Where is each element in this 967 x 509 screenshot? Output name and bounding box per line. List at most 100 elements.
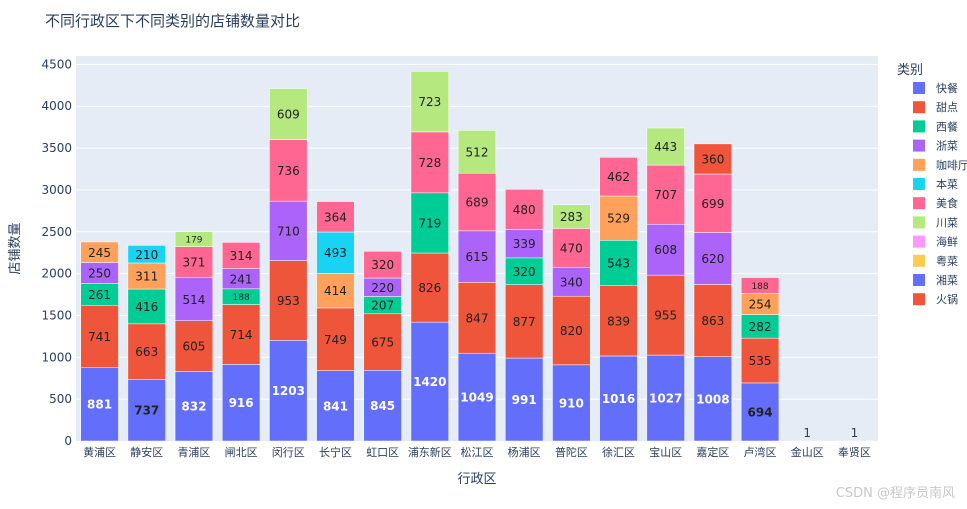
data-label: 320	[513, 265, 536, 279]
legend-label: 西餐	[936, 119, 958, 133]
legend-label: 本菜	[936, 177, 958, 191]
bar-segment	[693, 284, 733, 357]
bar-segment	[363, 370, 402, 442]
data-label: 841	[323, 399, 348, 413]
bar-segment	[505, 189, 544, 230]
bar-segment	[127, 288, 166, 325]
bar-segment	[127, 262, 166, 290]
data-label: 416	[135, 300, 158, 314]
data-label: 339	[513, 237, 536, 251]
bar-segment	[269, 88, 308, 140]
data-label: 609	[277, 108, 300, 122]
x-tick-label: 杨浦区	[508, 445, 541, 459]
y-tick-label: 4500	[41, 57, 72, 71]
x-tick-label: 静安区	[130, 445, 163, 459]
data-label: 529	[607, 212, 630, 226]
bar-segment	[174, 320, 214, 372]
data-label: 283	[560, 210, 583, 224]
data-label: 694	[748, 406, 773, 420]
x-tick-label: 浦东新区	[408, 445, 452, 459]
bar-segment	[552, 204, 591, 229]
watermark: CSDN @程序员南风	[835, 486, 955, 501]
data-label: 910	[559, 396, 584, 410]
bar-segment	[740, 277, 780, 294]
bar-segment	[316, 273, 355, 309]
bar-segment	[363, 251, 402, 279]
bar-segment	[127, 245, 166, 264]
bar-segment	[693, 173, 733, 233]
data-label: 707	[654, 188, 677, 202]
bar-segment	[505, 257, 544, 285]
data-label: 314	[230, 249, 253, 263]
x-tick-label: 宝山区	[649, 445, 682, 459]
bar-segment	[410, 131, 449, 194]
data-label: 615	[466, 250, 489, 264]
x-tick-label: 黄浦区	[83, 445, 116, 459]
bar-segment	[646, 127, 685, 166]
legend-swatch	[913, 101, 925, 114]
data-label: 241	[230, 272, 253, 286]
data-label: 543	[607, 257, 630, 271]
y-tick-label: 2000	[41, 267, 72, 281]
legend-swatch	[913, 197, 925, 210]
data-label: 1049	[460, 391, 493, 405]
data-label: 188	[233, 293, 250, 303]
legend-label: 咖啡厅	[936, 158, 967, 172]
bar-segment	[552, 364, 591, 442]
bar-segment	[646, 354, 685, 442]
legend-swatch	[913, 82, 925, 94]
legend-label: 浙菜	[936, 140, 958, 153]
data-label: 282	[749, 320, 772, 334]
data-label: 620	[701, 252, 724, 266]
legend-swatch	[913, 120, 925, 133]
data-label: 340	[560, 276, 583, 290]
legend-label: 火锅	[936, 293, 958, 306]
bar-segment	[505, 357, 544, 442]
x-tick-label: 松江区	[461, 445, 494, 459]
data-label: 1	[851, 426, 859, 440]
legend-swatch	[913, 254, 925, 267]
data-label: 462	[607, 170, 630, 184]
data-label: 371	[182, 256, 205, 270]
bar-segment	[410, 71, 449, 133]
bar-segment	[788, 440, 827, 442]
bar-segment	[221, 364, 261, 442]
bar-segment	[80, 241, 119, 263]
legend-swatch	[913, 139, 925, 152]
x-tick-label: 虹口区	[366, 446, 399, 459]
data-label: 535	[749, 354, 772, 368]
data-label: 675	[371, 336, 394, 350]
legend-label: 美食	[936, 196, 958, 210]
data-label: 737	[134, 404, 159, 418]
bar-segment	[693, 356, 733, 442]
data-label: 179	[185, 236, 202, 246]
y-tick-label: 4000	[41, 99, 72, 113]
bar-segment	[316, 231, 355, 274]
data-label: 845	[370, 399, 395, 413]
chart-title: 不同行政区下不同类别的店铺数量对比	[45, 12, 301, 30]
bar-segment	[221, 242, 261, 269]
x-tick-label: 金山区	[791, 445, 824, 459]
bar-segment	[410, 321, 449, 442]
legend-label: 快餐	[936, 81, 958, 95]
data-label: 245	[88, 246, 111, 260]
legend-swatch	[913, 293, 925, 306]
data-label: 514	[182, 293, 205, 307]
legend-label: 甜点	[936, 101, 958, 114]
legend-swatch	[913, 158, 925, 171]
data-label: 820	[560, 324, 583, 338]
data-label: 1203	[272, 384, 305, 398]
data-label: 512	[466, 145, 489, 159]
data-label: 1027	[649, 392, 682, 406]
legend-swatch	[913, 216, 925, 229]
data-label: 877	[513, 315, 536, 329]
data-label: 741	[88, 330, 111, 344]
data-label: 736	[277, 164, 300, 178]
legend-swatch	[913, 178, 925, 190]
data-label: 832	[181, 400, 206, 414]
y-tick-label: 1500	[41, 308, 72, 322]
bar-segment	[174, 231, 214, 247]
bar-segment	[552, 295, 591, 366]
legend-label: 川菜	[936, 216, 958, 229]
